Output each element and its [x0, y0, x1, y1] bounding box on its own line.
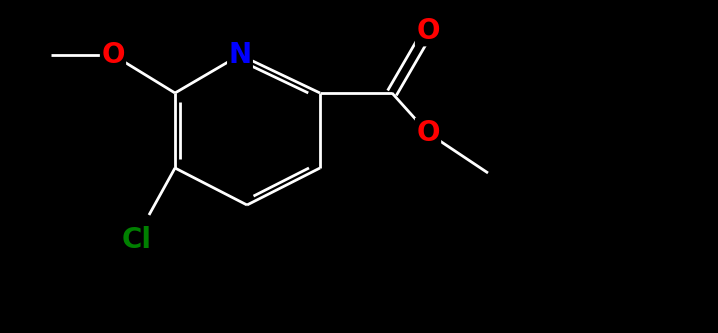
Text: N: N: [228, 41, 251, 69]
Text: Cl: Cl: [122, 226, 152, 254]
Text: O: O: [416, 17, 439, 45]
Text: O: O: [101, 41, 125, 69]
Text: O: O: [416, 119, 439, 147]
